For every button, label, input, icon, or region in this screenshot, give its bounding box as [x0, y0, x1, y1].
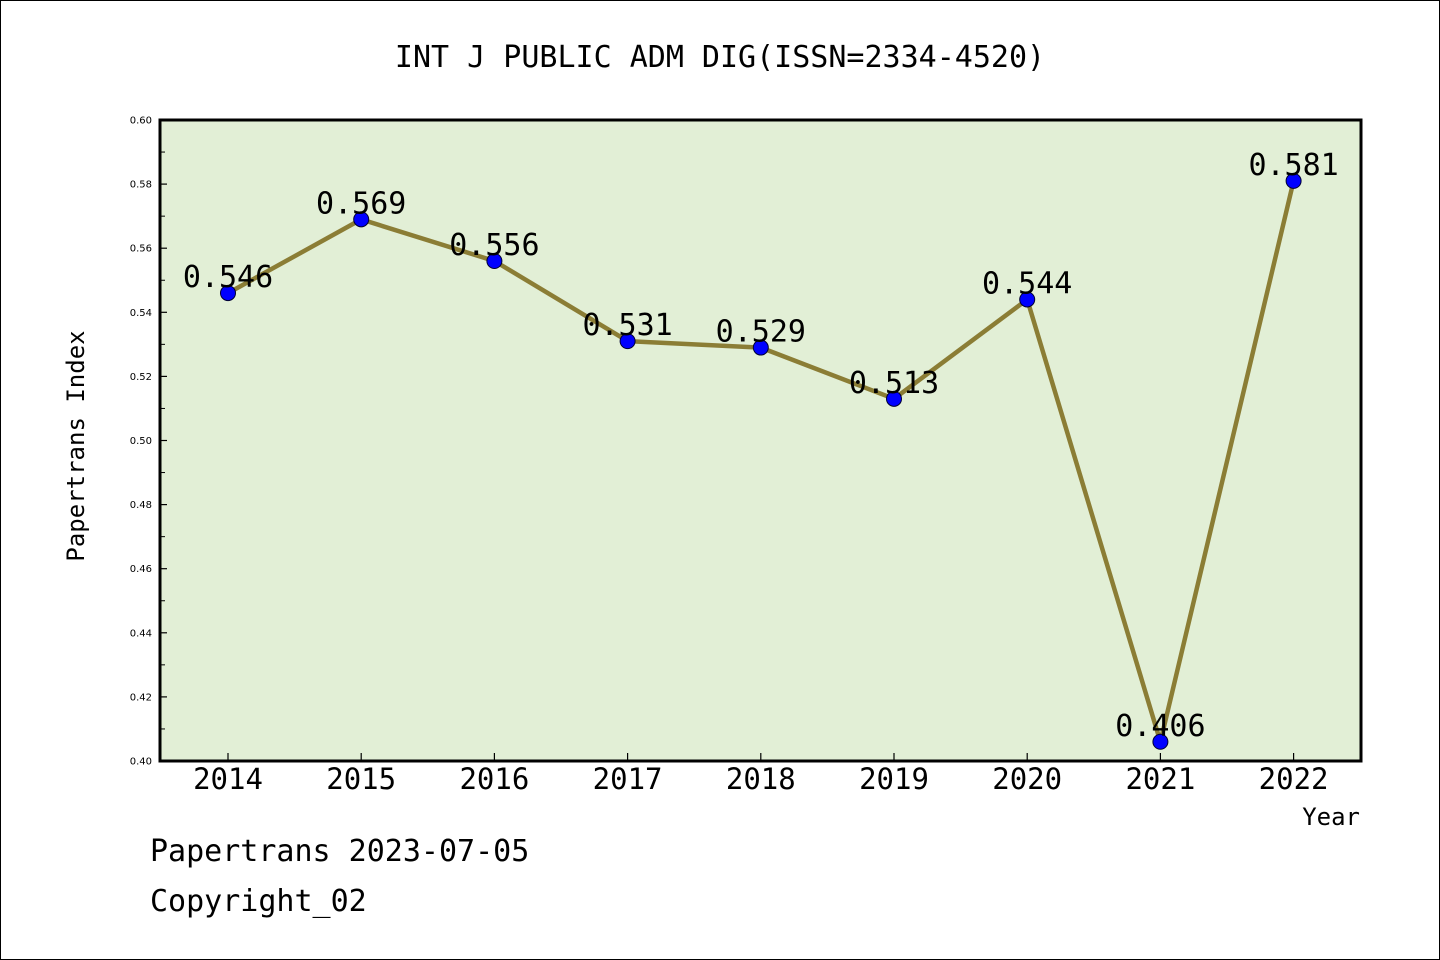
- data-point: [1019, 291, 1036, 308]
- x-tick-label: 2017: [593, 762, 663, 796]
- data-label: 0.569: [316, 186, 406, 221]
- footer-date-text: Papertrans 2023-07-05: [150, 834, 530, 869]
- data-point: [1285, 172, 1302, 189]
- y-tick-label: 0.46: [130, 564, 152, 575]
- data-label: 0.546: [183, 260, 273, 295]
- y-tick-label: 0.54: [130, 308, 152, 319]
- data-label: 0.556: [449, 228, 539, 263]
- x-tick-label: 2019: [859, 762, 929, 796]
- x-tick-label: 2020: [992, 762, 1062, 796]
- x-tick-label: 2015: [326, 762, 396, 796]
- data-point: [1152, 733, 1169, 750]
- x-tick-label: 2022: [1259, 762, 1329, 796]
- y-tick-label: 0.42: [130, 692, 152, 703]
- data-label: 0.581: [1248, 148, 1338, 183]
- data-point: [619, 333, 636, 350]
- x-tick-label: 2021: [1125, 762, 1195, 796]
- x-tick-label: 2014: [193, 762, 263, 796]
- y-tick-label: 0.50: [130, 436, 152, 447]
- y-axis-label: Papertrans Index: [62, 330, 90, 561]
- y-tick-label: 0.48: [130, 500, 152, 511]
- y-tick-label: 0.60: [130, 116, 152, 127]
- x-tick-label: 2016: [459, 762, 529, 796]
- data-label: 0.513: [849, 366, 939, 401]
- series-group: [220, 172, 1302, 750]
- data-label: 0.544: [982, 266, 1072, 301]
- plot-border: [158, 118, 1363, 763]
- footer-copyright-text: Copyright_02: [150, 884, 367, 919]
- y-tick-label: 0.44: [130, 628, 152, 639]
- data-point: [886, 390, 902, 407]
- data-label: 0.531: [582, 308, 672, 343]
- data-label: 0.529: [716, 315, 806, 350]
- y-tick-label: 0.52: [130, 372, 152, 383]
- data-labels-group: 0.546 0.569 0.556 0.531 0.529 0.513 0.544 0.406…: [183, 148, 1339, 744]
- y-tick-label: 0.40: [130, 757, 152, 768]
- data-label: 0.406: [1115, 709, 1205, 744]
- x-axis-ticks: 2014 2015 2016 2017 2018 2019 2020 2021 2022: [193, 753, 1329, 796]
- x-tick-label: 2018: [726, 762, 796, 796]
- data-point: [752, 339, 769, 356]
- y-tick-label: 0.58: [130, 180, 152, 191]
- data-point: [486, 253, 503, 270]
- data-point: [353, 211, 370, 228]
- y-tick-label: 0.56: [130, 244, 152, 255]
- chart-title: INT J PUBLIC ADM DIG(ISSN=2334-4520): [395, 40, 1045, 75]
- data-point: [220, 285, 236, 302]
- x-axis-label: Year: [1302, 803, 1360, 831]
